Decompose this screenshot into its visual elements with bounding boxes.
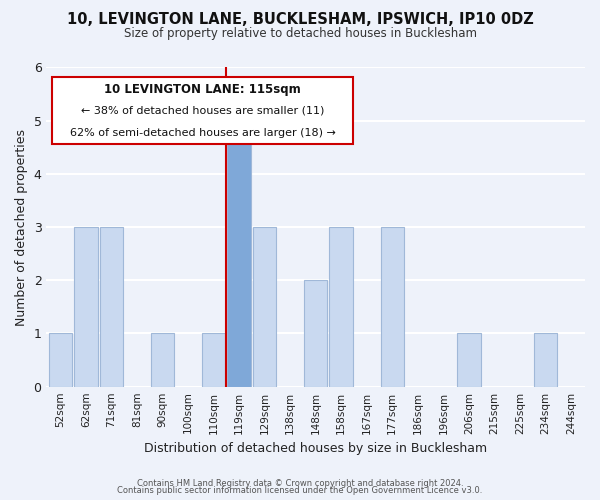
Text: Contains public sector information licensed under the Open Government Licence v3: Contains public sector information licen… — [118, 486, 482, 495]
Text: 10, LEVINGTON LANE, BUCKLESHAM, IPSWICH, IP10 0DZ: 10, LEVINGTON LANE, BUCKLESHAM, IPSWICH,… — [67, 12, 533, 28]
X-axis label: Distribution of detached houses by size in Bucklesham: Distribution of detached houses by size … — [144, 442, 487, 455]
Bar — [49, 334, 72, 386]
Bar — [329, 227, 353, 386]
Text: ← 38% of detached houses are smaller (11): ← 38% of detached houses are smaller (11… — [81, 106, 324, 116]
Bar — [202, 334, 226, 386]
Bar — [253, 227, 277, 386]
Text: 62% of semi-detached houses are larger (18) →: 62% of semi-detached houses are larger (… — [70, 128, 335, 138]
Bar — [457, 334, 481, 386]
FancyBboxPatch shape — [52, 77, 353, 144]
Bar — [74, 227, 98, 386]
Bar — [151, 334, 174, 386]
Bar — [304, 280, 328, 386]
Bar — [227, 120, 251, 386]
Bar — [380, 227, 404, 386]
Text: 10 LEVINGTON LANE: 115sqm: 10 LEVINGTON LANE: 115sqm — [104, 84, 301, 96]
Text: Size of property relative to detached houses in Bucklesham: Size of property relative to detached ho… — [124, 28, 476, 40]
Bar — [100, 227, 123, 386]
Text: Contains HM Land Registry data © Crown copyright and database right 2024.: Contains HM Land Registry data © Crown c… — [137, 478, 463, 488]
Bar — [533, 334, 557, 386]
Y-axis label: Number of detached properties: Number of detached properties — [15, 128, 28, 326]
